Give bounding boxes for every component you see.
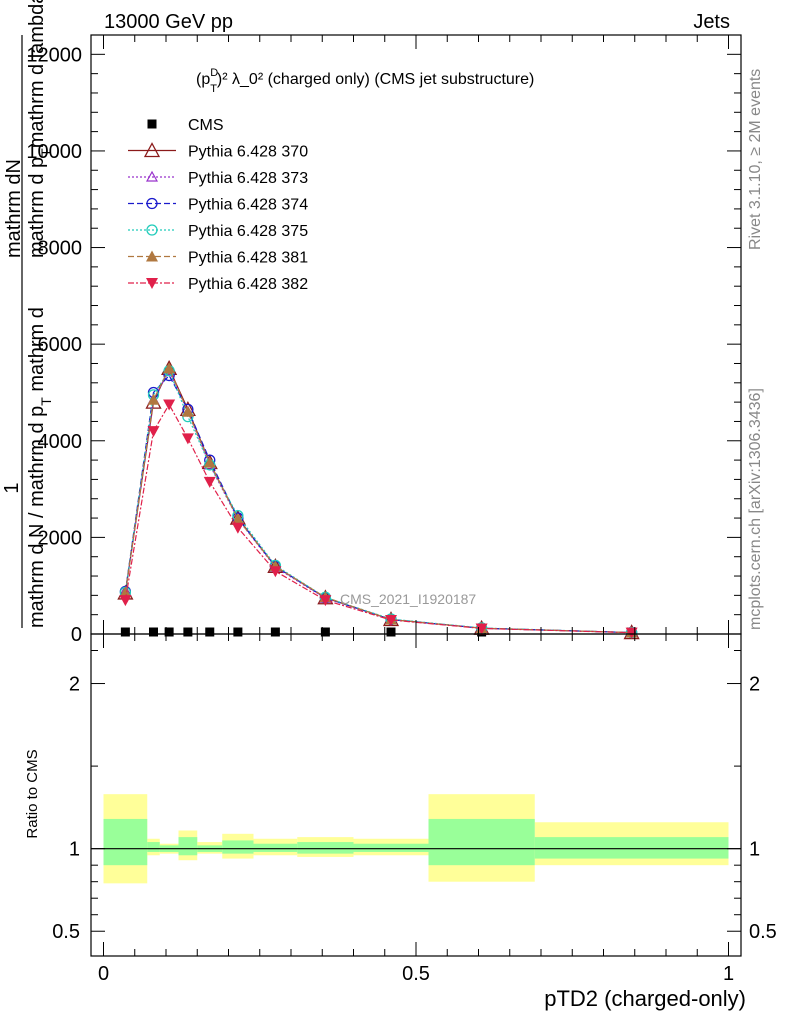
- data-point: [181, 405, 194, 417]
- ratio-ytick-label: 0.5: [52, 921, 80, 943]
- legend: CMS Pythia 6.428 370 Pythia 6.428 373 Pythi…: [128, 117, 308, 293]
- legend-label: Pythia 6.428 382: [188, 276, 308, 293]
- data-point: [119, 586, 132, 598]
- header-left: 13000 GeV pp: [104, 11, 233, 33]
- legend-marker: [146, 250, 158, 262]
- data-point-cms: [386, 627, 396, 637]
- legend-label: Pythia 6.428 374: [188, 197, 308, 214]
- data-point-cms: [164, 627, 174, 637]
- data-point-cms: [233, 627, 243, 637]
- legend-label: Pythia 6.428 370: [188, 144, 308, 161]
- data-point: [181, 433, 194, 445]
- legend-label: Pythia 6.428 381: [188, 250, 308, 267]
- data-point-cms: [120, 627, 130, 637]
- ratio-band-green: [253, 843, 298, 852]
- xlabel: pTD2 (charged-only): [544, 986, 746, 1011]
- legend-marker: [146, 224, 158, 236]
- legend-marker: [146, 278, 158, 289]
- ratio-band-green: [534, 837, 729, 859]
- data-point: [269, 566, 282, 578]
- data-point: [163, 362, 176, 374]
- xtick-label: 0: [98, 963, 109, 985]
- main-panel: 0 2000 4000 6000 8000 10000 12000 (pD T)² λ_0² …: [1, 0, 742, 646]
- main-title: (pD T)² λ_0² (charged only) (CMS jet subs…: [196, 67, 534, 95]
- mcplots-label: mcplots.cern.ch [arXiv:1306.3436]: [747, 388, 764, 630]
- ratio-band-green: [222, 840, 254, 854]
- ratio-ytick-label-right: 1: [749, 839, 760, 861]
- ratio-ytick-label: 2: [69, 674, 80, 696]
- rivet-label: Rivet 3.1.10, ≥ 2M events: [747, 69, 764, 250]
- main-ytick-label: 0: [71, 624, 82, 646]
- data-point: [385, 614, 397, 626]
- legend-label: Pythia 6.428 373: [188, 170, 308, 187]
- ratio-ytick-label-right: 0.5: [749, 921, 777, 943]
- main-ytick-label: 6000: [38, 334, 83, 356]
- main-ytick-label: 4000: [38, 431, 83, 453]
- data-point-cms: [205, 627, 215, 637]
- legend-label: CMS: [188, 117, 224, 134]
- data-point-cms: [320, 627, 330, 637]
- legend-marker: [146, 197, 158, 210]
- ratio-band-green: [297, 842, 354, 854]
- data-point: [231, 522, 244, 534]
- xtick-label: 0.5: [402, 963, 430, 985]
- main-ytick-label: 12000: [26, 44, 82, 66]
- legend-marker: [147, 119, 157, 129]
- data-point: [203, 476, 216, 488]
- analysis-watermark: CMS_2021_I1920187: [340, 591, 476, 607]
- header-right: Jets: [693, 11, 730, 33]
- data-point: [119, 595, 132, 607]
- data-point-cms: [270, 627, 280, 637]
- data-point: [163, 399, 176, 411]
- xtick-label: 1: [723, 963, 734, 985]
- main-ytick-label: 10000: [26, 141, 82, 163]
- ratio-ytick-label-right: 2: [749, 674, 760, 696]
- data-point: [147, 426, 160, 438]
- ratio-band-green: [103, 818, 148, 866]
- ratio-band-green: [147, 842, 160, 852]
- data-point: [147, 393, 160, 405]
- main-ylabel: 1 mathrm d N / mathrm d pT mathrm d math…: [1, 0, 54, 628]
- legend-marker: [143, 142, 161, 158]
- data-point: [203, 456, 216, 468]
- ratio-frame: [90, 633, 742, 957]
- ratio-band-green: [428, 818, 535, 866]
- ylabel-upper-bottom: mathrm d pTmathrm d lambda: [26, 0, 54, 258]
- ratio-ytick-label: 1: [69, 839, 80, 861]
- data-point-cms: [183, 627, 193, 637]
- series-0: [120, 627, 637, 637]
- ratio-band-green: [178, 837, 198, 856]
- ylabel-numerator: 1: [1, 482, 23, 493]
- ratio-ylabel: Ratio to CMS: [24, 749, 41, 838]
- series-line: [124, 403, 632, 634]
- data-point-cms: [149, 627, 158, 637]
- ratio-band-green: [353, 843, 429, 852]
- main-ytick-label: 2000: [38, 527, 83, 549]
- data-point: [231, 513, 244, 525]
- ylabel-denominator: mathrm d N / mathrm d pT mathrm d: [26, 307, 54, 628]
- data-point: [319, 595, 332, 607]
- legend-label: Pythia 6.428 375: [188, 223, 308, 240]
- legend-marker: [145, 170, 159, 182]
- ratio-panel: 0.5 0.5 1 1 2 2 0 0.5 1 Ratio to CMS pTD2 (char…: [24, 633, 777, 1011]
- ylabel-upper-top: mathrm dN: [3, 159, 25, 258]
- main-ytick-label: 8000: [38, 238, 83, 260]
- data-point: [475, 623, 488, 635]
